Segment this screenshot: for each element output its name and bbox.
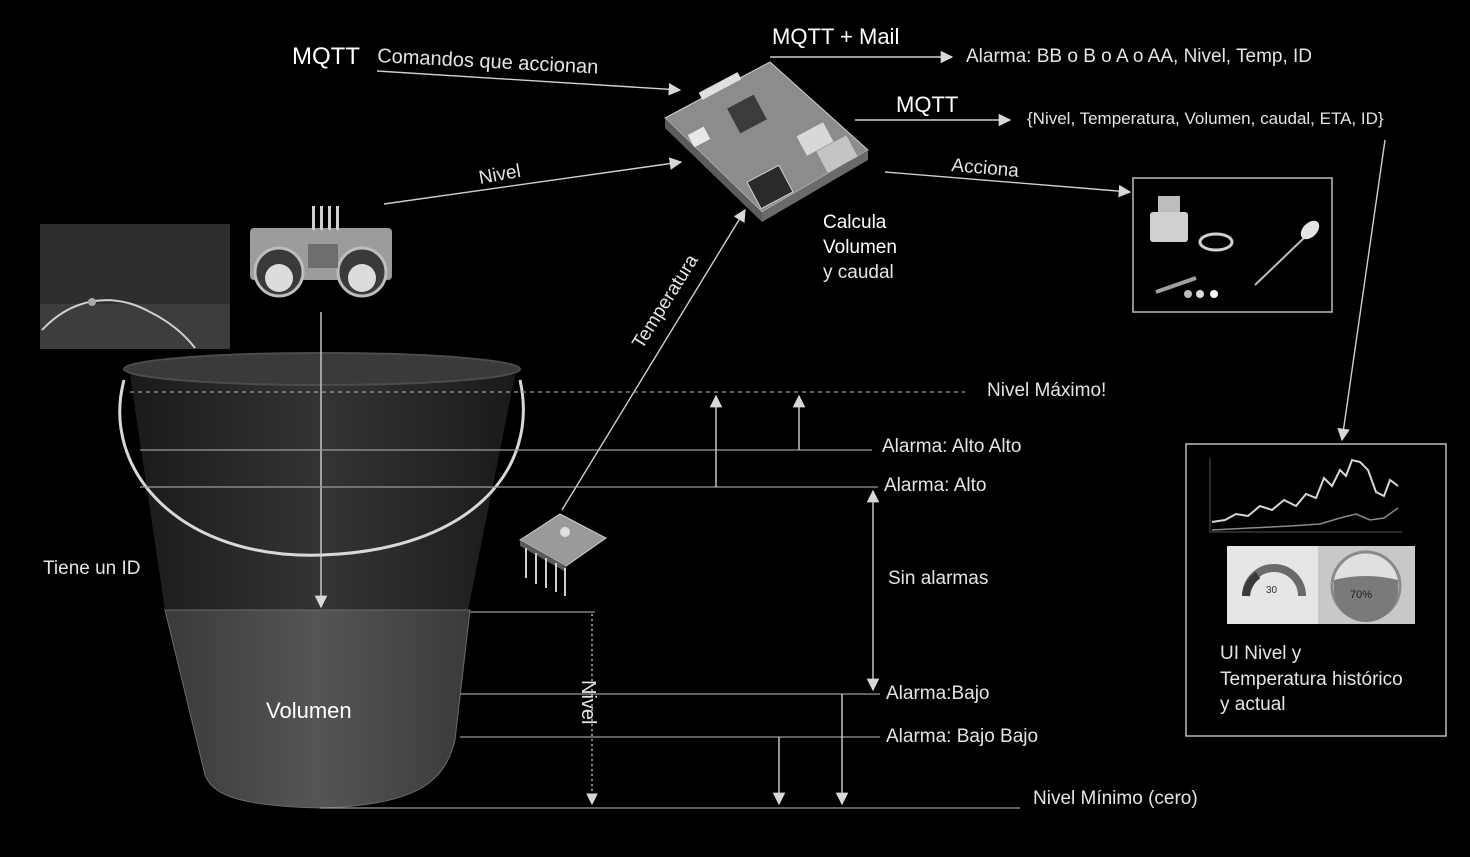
- temperature-sensor-icon: [519, 513, 607, 596]
- alarm-message-label: Alarma: BB o B o A o AA, Nivel, Temp, ID: [966, 46, 1312, 67]
- nivel-vertical-label: Nivel: [577, 680, 599, 724]
- nivel-minimo-label: Nivel Mínimo (cero): [1033, 788, 1198, 809]
- sin-alarmas-label: Sin alarmas: [888, 568, 988, 589]
- acciona-arrow: [884, 171, 1132, 198]
- calc-line1: Calcula: [823, 212, 887, 233]
- gauge-value: 30: [1266, 585, 1278, 596]
- commands-arrow: [376, 70, 682, 96]
- calc-line2: Volumen: [823, 237, 897, 258]
- ui-line2: Temperatura histórico: [1220, 669, 1403, 690]
- tank-value: 70%: [1350, 589, 1372, 601]
- payload-to-ui-arrow: [1337, 139, 1386, 442]
- temperatura-arrow: [561, 208, 746, 511]
- alarma-alto-alto-label: Alarma: Alto Alto: [882, 436, 1021, 457]
- mqtt-out-label: MQTT: [896, 92, 958, 117]
- nivel-maximo-label: Nivel Máximo!: [987, 380, 1106, 401]
- servo-led-actuators-icon: [1132, 177, 1333, 313]
- temperatura-label: Temperatura: [628, 251, 703, 353]
- calc-line3: y caudal: [823, 262, 894, 283]
- cable-photo-icon: [40, 224, 230, 349]
- nivel-to-controller-arrow: [383, 157, 683, 205]
- ui-line1: UI Nivel y: [1220, 643, 1302, 664]
- bucket: [118, 352, 525, 610]
- dashboard-chart-icon: [1185, 443, 1447, 737]
- mqtt-in-label: MQTT: [292, 43, 360, 70]
- ui-line3: y actual: [1220, 694, 1285, 715]
- tiene-id-label: Tiene un ID: [43, 558, 141, 579]
- bucket-handle: [118, 379, 525, 557]
- alarma-bajo-label: Alarma:Bajo: [886, 683, 990, 704]
- alarma-bajo-bajo-label: Alarma: Bajo Bajo: [886, 726, 1038, 747]
- mqtt-mail-label: MQTT + Mail: [772, 24, 899, 49]
- alarma-alto-label: Alarma: Alto: [884, 475, 986, 496]
- volumen-label: Volumen: [266, 698, 352, 723]
- single-board-computer-icon: [664, 61, 869, 222]
- payload-label: {Nivel, Temperatura, Volumen, caudal, ET…: [1027, 109, 1384, 128]
- ultrasonic-sensor-icon: [250, 206, 392, 298]
